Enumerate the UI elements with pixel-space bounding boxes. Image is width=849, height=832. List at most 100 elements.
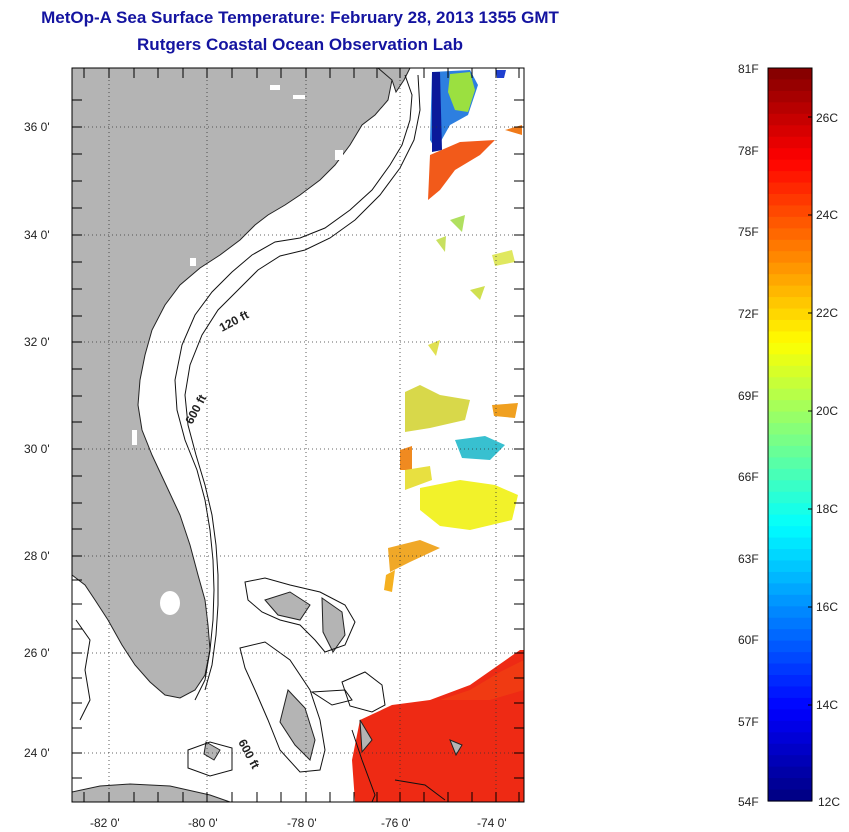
graticule xyxy=(72,68,524,802)
colorbar-band xyxy=(768,239,812,252)
longitude-labels: -82 0' -80 0' -78 0' -76 0' -74 0' xyxy=(90,816,507,830)
colorbar-band xyxy=(768,148,812,161)
map-border xyxy=(71,67,525,803)
colorbar-band xyxy=(768,125,812,138)
colorbar-band xyxy=(768,491,812,504)
colorbar-band xyxy=(768,571,812,584)
f-label: 78F xyxy=(738,144,759,158)
colorbar-band xyxy=(768,594,812,607)
f-label: 69F xyxy=(738,389,759,403)
colorbar-band xyxy=(768,606,812,619)
colorbar-band xyxy=(768,675,812,688)
colorbar-band xyxy=(768,136,812,149)
colorbar-band xyxy=(768,629,812,642)
map-subtitle: Rutgers Coastal Ocean Observation Lab xyxy=(137,35,463,54)
colorbar-band xyxy=(768,205,812,218)
colorbar-band xyxy=(768,228,812,241)
colorbar-band xyxy=(768,79,812,92)
colorbar-celsius-ticks xyxy=(808,116,812,706)
map-title: MetOp-A Sea Surface Temperature: Februar… xyxy=(41,8,559,27)
colorbar-band xyxy=(768,319,812,333)
colorbar-band xyxy=(768,697,812,710)
c-label: 18C xyxy=(816,502,838,516)
lon-label: -82 0' xyxy=(90,816,120,830)
colorbar-band xyxy=(768,400,812,413)
c-label: 26C xyxy=(816,111,838,125)
sst-data-layer xyxy=(352,70,524,802)
colorbar-band xyxy=(768,251,812,264)
colorbar-border xyxy=(767,67,813,802)
colorbar-band xyxy=(768,331,812,344)
colorbar-gradient xyxy=(768,68,812,802)
colorbar-band xyxy=(768,388,812,401)
colorbar-band xyxy=(768,560,812,573)
colorbar-band xyxy=(768,342,812,355)
colorbar-band xyxy=(768,583,812,596)
colorbar-band xyxy=(768,216,812,229)
colorbar-band xyxy=(768,171,812,184)
colorbar-band xyxy=(768,514,812,527)
f-label: 57F xyxy=(738,715,759,729)
land-layer xyxy=(72,68,463,802)
colorbar-band xyxy=(768,720,812,733)
colorbar-band xyxy=(768,274,812,287)
colorbar-band xyxy=(768,365,812,378)
c-label: 20C xyxy=(816,404,838,418)
latitude-labels: 36 0' 34 0' 32 0' 30 0' 28 0' 26 0' 24 0… xyxy=(24,120,50,760)
lat-label: 24 0' xyxy=(24,746,50,760)
colorbar-band xyxy=(768,640,812,653)
f-label: 54F xyxy=(738,795,759,809)
lat-label: 30 0' xyxy=(24,442,50,456)
colorbar-band xyxy=(768,262,812,275)
colorbar-band xyxy=(768,686,812,699)
lat-label: 36 0' xyxy=(24,120,50,134)
colorbar-band xyxy=(768,434,812,447)
colorbar-band xyxy=(768,468,812,481)
f-label: 81F xyxy=(738,62,759,76)
colorbar-band xyxy=(768,652,812,665)
colorbar-band xyxy=(768,445,812,458)
colorbar-band xyxy=(768,663,812,676)
colorbar-band xyxy=(768,411,812,424)
c-label: 14C xyxy=(816,698,838,712)
colorbar-band xyxy=(768,778,812,791)
colorbar-band xyxy=(768,90,812,103)
lat-label: 34 0' xyxy=(24,228,50,242)
colorbar-band xyxy=(768,182,812,195)
colorbar-band xyxy=(768,526,812,539)
colorbar-band xyxy=(768,285,812,298)
lat-label: 26 0' xyxy=(24,646,50,660)
colorbar-band xyxy=(768,68,812,81)
colorbar-band xyxy=(768,297,812,310)
f-label: 60F xyxy=(738,633,759,647)
colorbar-band xyxy=(768,503,812,516)
colorbar-band xyxy=(768,377,812,390)
inland-water xyxy=(132,85,343,615)
colorbar-band xyxy=(768,755,812,768)
axis-ticks xyxy=(72,68,524,802)
c-label: 16C xyxy=(816,600,838,614)
colorbar-band xyxy=(768,193,812,207)
colorbar-band xyxy=(768,113,812,126)
c-label: 12C xyxy=(818,795,840,809)
lat-label: 32 0' xyxy=(24,335,50,349)
colorbar-celsius-labels: 26C 24C 22C 20C 18C 16C 14C 12C xyxy=(816,111,840,809)
colorbar-band xyxy=(768,308,812,321)
f-label: 72F xyxy=(738,307,759,321)
lon-label: -74 0' xyxy=(477,816,507,830)
c-label: 22C xyxy=(816,306,838,320)
lon-label: -76 0' xyxy=(381,816,411,830)
lon-label: -80 0' xyxy=(188,816,218,830)
f-label: 63F xyxy=(738,552,759,566)
colorbar-fahrenheit-labels: 81F 78F 75F 72F 69F 66F 63F 60F 57F 54F xyxy=(738,62,759,809)
colorbar-band xyxy=(768,743,812,756)
bathymetry-contours xyxy=(75,74,446,802)
colorbar-band xyxy=(768,766,812,779)
colorbar-band xyxy=(768,617,812,630)
c-label: 24C xyxy=(816,208,838,222)
f-label: 66F xyxy=(738,470,759,484)
colorbar-band xyxy=(768,789,812,802)
colorbar-band xyxy=(768,457,812,470)
lon-label: -78 0' xyxy=(287,816,317,830)
